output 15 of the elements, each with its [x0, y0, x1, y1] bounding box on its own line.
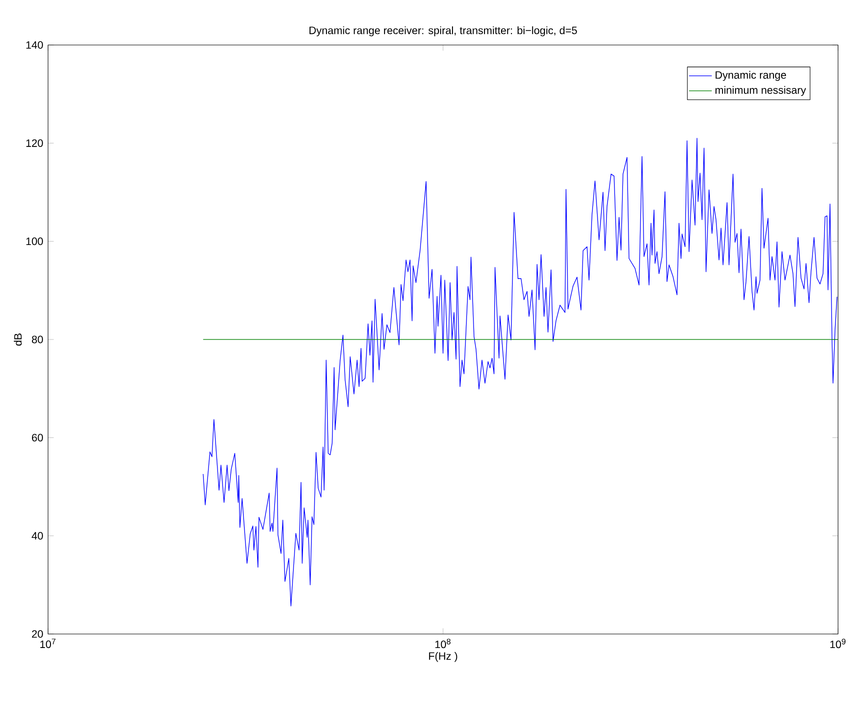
y-tick-label: 100 — [26, 238, 43, 246]
chart-title: Dynamic range receiver: spiral, transmitter: bi−logic, d=5 — [310, 26, 577, 36]
y-tick-label: 140 — [26, 41, 43, 49]
y-tick-label: 120 — [26, 139, 43, 147]
x-tick-label: 10$^{7}$ — [40, 638, 56, 648]
legend-label: minimum nessisary — [716, 86, 806, 96]
x-tick-label: 10$^{8}$ — [435, 638, 451, 648]
x-tick-label: 10$^{9}$ — [830, 638, 846, 648]
legend-label: Dynamic range — [716, 70, 786, 81]
y-tick-label: 20 — [32, 630, 43, 638]
y-tick-label: 80 — [32, 336, 43, 344]
x-axis-title: F(Hz ) — [429, 652, 458, 662]
y-axis-title: dB — [14, 334, 22, 346]
y-tick-label: 40 — [32, 532, 43, 540]
y-tick-label: 60 — [32, 434, 43, 442]
